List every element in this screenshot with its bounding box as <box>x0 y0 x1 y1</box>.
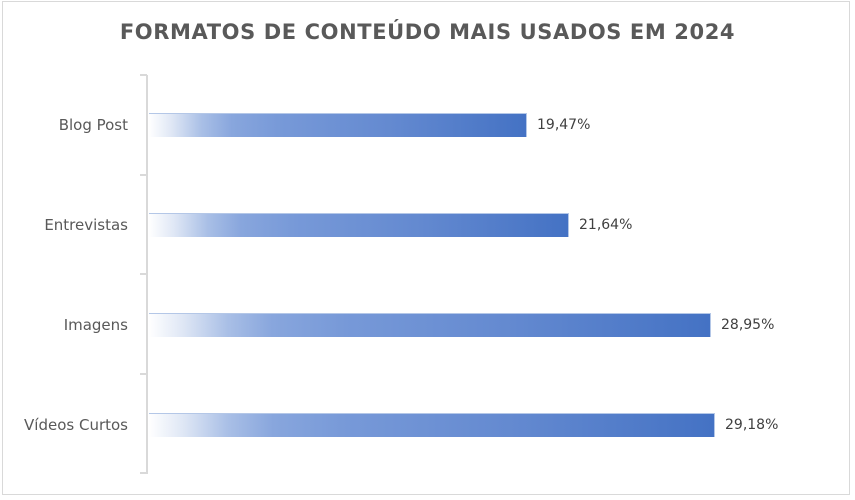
axis-tick <box>140 174 147 176</box>
axis-tick <box>140 472 147 474</box>
chart-frame <box>2 1 850 495</box>
category-axis <box>146 75 148 474</box>
data-label: 29,18% <box>725 417 779 433</box>
axis-tick <box>140 373 147 375</box>
axis-tick <box>140 74 147 76</box>
category-label: Vídeos Curtos <box>24 416 128 434</box>
bar <box>149 413 715 437</box>
category-label: Blog Post <box>58 116 128 134</box>
category-label: Imagens <box>63 316 128 334</box>
bar <box>149 313 711 337</box>
axis-tick <box>140 273 147 275</box>
data-label: 28,95% <box>721 317 775 333</box>
category-label: Entrevistas <box>44 216 128 234</box>
data-label: 19,47% <box>537 117 591 133</box>
bar <box>149 113 527 137</box>
data-label: 21,64% <box>579 217 633 233</box>
bar <box>149 213 569 237</box>
chart-title: FORMATOS DE CONTEÚDO MAIS USADOS EM 2024 <box>119 20 736 44</box>
